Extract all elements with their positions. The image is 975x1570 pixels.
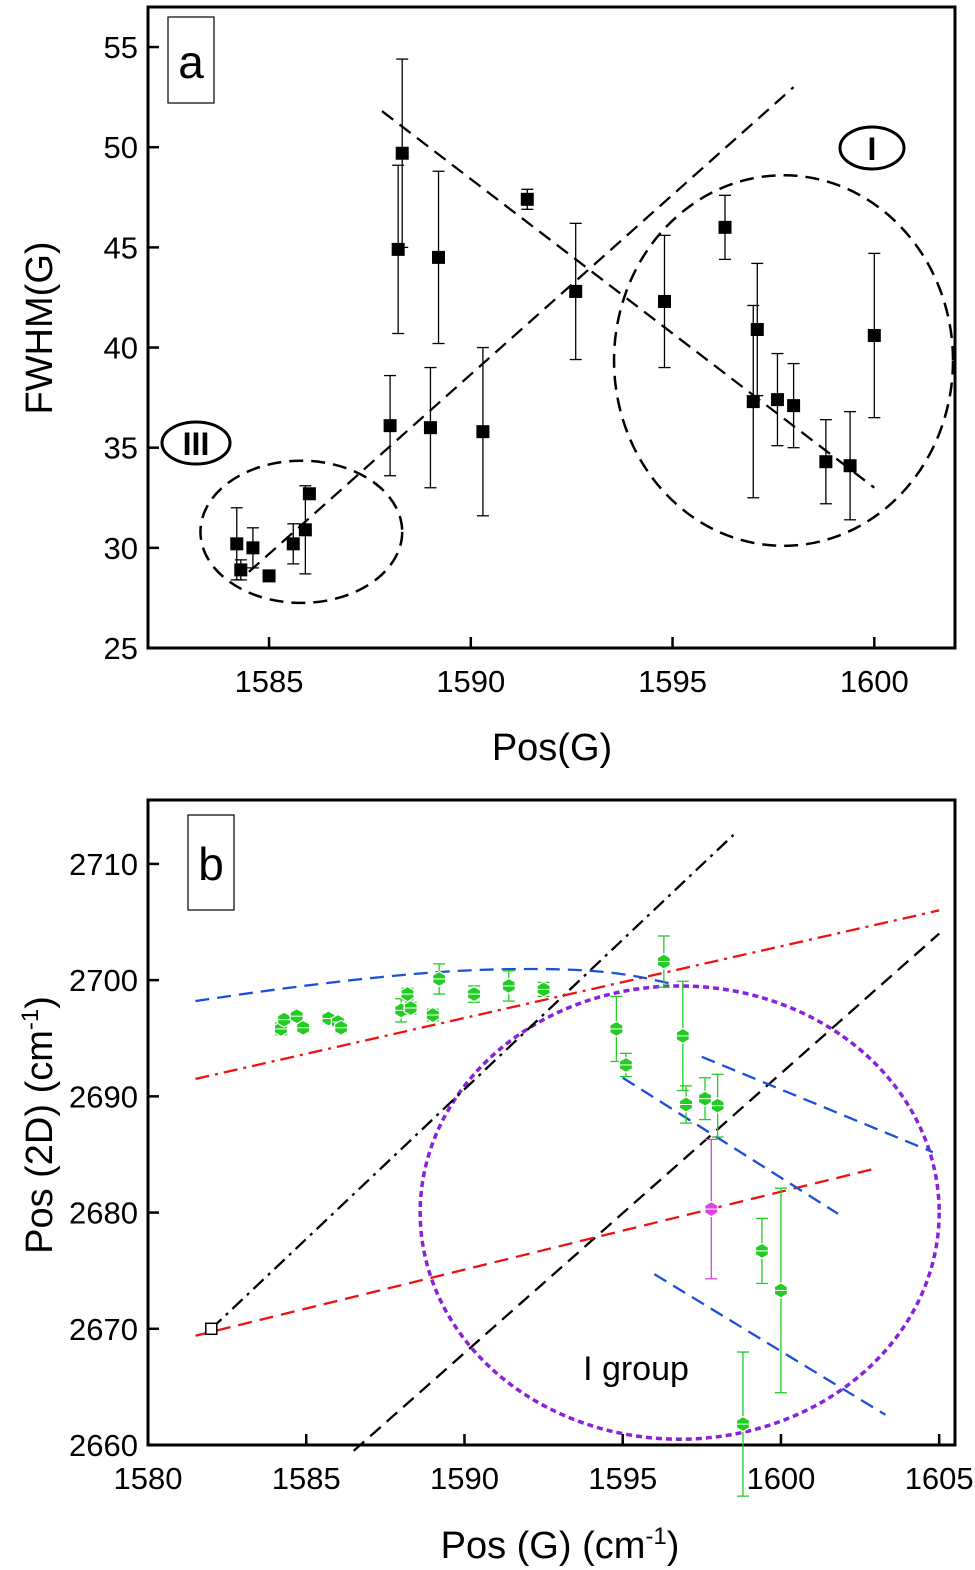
y-tick-label: 45 — [104, 230, 138, 265]
y-tick-label: 2670 — [69, 1312, 138, 1347]
dashed-ellipse — [199, 459, 404, 605]
panel-b-y-axis-title-end: ) — [19, 996, 61, 1009]
panel-a-plot-frame — [146, 5, 957, 650]
label-I-group: I group — [583, 1350, 689, 1388]
panel-a-letter: a — [178, 36, 204, 88]
panel-b-letter-box — [187, 814, 235, 911]
data-point — [569, 284, 583, 298]
data-point — [423, 421, 437, 435]
y-tick-label: 55 — [104, 30, 138, 65]
data-point — [432, 250, 446, 264]
x-tick-label: 1580 — [114, 1461, 183, 1496]
label-I-text: I — [868, 131, 877, 167]
data-point — [298, 523, 312, 537]
x-tick-label: 1600 — [746, 1461, 815, 1496]
data-point — [286, 537, 300, 551]
label-III: III — [160, 420, 232, 466]
x-tick-label: 1585 — [235, 664, 304, 699]
panel-b-points — [205, 935, 789, 1497]
panel-a-y-axis-title: FWHM(G) — [19, 241, 61, 414]
fit-line — [381, 110, 875, 489]
y-tick-label: 2680 — [69, 1196, 138, 1231]
panel-b-x-axis-title: Pos (G) (cm-1) — [441, 1523, 680, 1567]
y-tick-label: 30 — [104, 531, 138, 566]
y-tick-label: 2690 — [69, 1079, 138, 1114]
panel-b-y-axis-title-main: Pos (2D) (cm — [19, 1030, 61, 1254]
panel-a-x-ticks: 1585 1590 1595 1600 — [235, 637, 909, 699]
dashed-ellipse — [418, 984, 941, 1441]
data-point — [205, 1322, 218, 1336]
fit-line — [653, 1273, 886, 1416]
fit-line — [701, 1055, 934, 1154]
fit-line — [622, 1076, 839, 1215]
y-tick-label: 2710 — [69, 847, 138, 882]
panel-b: 1580 1585 1590 1595 1600 1605 2660 2670 2680 269… — [17, 798, 974, 1567]
data-point — [819, 455, 833, 469]
data-point — [787, 399, 801, 413]
y-tick-label: 2700 — [69, 963, 138, 998]
data-point — [234, 563, 248, 577]
x-tick-label: 1595 — [638, 664, 707, 699]
panel-b-x-axis-title-end: ) — [667, 1525, 680, 1567]
x-tick-label: 1590 — [436, 664, 505, 699]
data-point — [383, 419, 397, 433]
panel-a-x-axis-title: Pos(G) — [492, 727, 612, 769]
fit-line — [195, 909, 940, 1081]
label-III-text: III — [183, 426, 210, 462]
panel-b-x-axis-title-main: Pos (G) (cm — [441, 1525, 646, 1567]
x-tick-label: 1600 — [840, 664, 909, 699]
y-tick-label: 2660 — [69, 1428, 138, 1463]
data-point — [262, 569, 276, 583]
panel-b-y-axis-title: Pos (2D) (cm-1) — [17, 996, 61, 1254]
y-tick-label: 25 — [104, 631, 138, 666]
data-point — [302, 487, 316, 501]
panel-a-y-ticks: 25 30 35 40 45 50 55 — [104, 30, 159, 666]
y-tick-label: 50 — [104, 130, 138, 165]
panel-a-points — [230, 58, 881, 583]
x-tick-label: 1595 — [588, 1461, 657, 1496]
x-tick-label: 1605 — [905, 1461, 974, 1496]
data-point — [657, 294, 671, 308]
fit-line — [248, 86, 795, 573]
y-tick-label: 35 — [104, 431, 138, 466]
panel-b-overlays — [195, 834, 941, 1452]
panel-a-letter-box — [167, 16, 215, 104]
data-point — [750, 323, 764, 337]
data-point — [391, 242, 405, 256]
data-point — [520, 192, 534, 206]
panel-b-y-ticks: 2660 2670 2680 2690 2700 2710 — [69, 847, 159, 1463]
panel-b-letter: b — [198, 838, 224, 890]
panel-b-plot-frame — [146, 798, 957, 1447]
fit-line — [210, 834, 735, 1330]
data-point — [395, 146, 409, 160]
data-point — [230, 537, 244, 551]
y-tick-label: 40 — [104, 331, 138, 366]
panel-b-x-ticks: 1580 1585 1590 1595 1600 1605 — [114, 1434, 974, 1496]
dashed-ellipse — [612, 174, 955, 548]
x-tick-label: 1585 — [272, 1461, 341, 1496]
data-point — [867, 329, 881, 343]
x-tick-label: 1590 — [430, 1461, 499, 1496]
fit-line — [352, 932, 940, 1452]
data-point — [770, 393, 784, 407]
data-point — [718, 220, 732, 234]
data-point — [746, 395, 760, 409]
label-I: I — [838, 125, 906, 171]
fit-curve — [195, 967, 677, 1003]
panel-b-x-axis-title-sup: -1 — [645, 1523, 666, 1550]
data-point — [476, 425, 490, 439]
panel-b-y-axis-title-sup: -1 — [17, 1009, 44, 1030]
data-point — [246, 541, 260, 555]
data-point — [843, 459, 857, 473]
panel-a-overlays — [199, 86, 955, 605]
fit-line — [195, 1167, 877, 1337]
